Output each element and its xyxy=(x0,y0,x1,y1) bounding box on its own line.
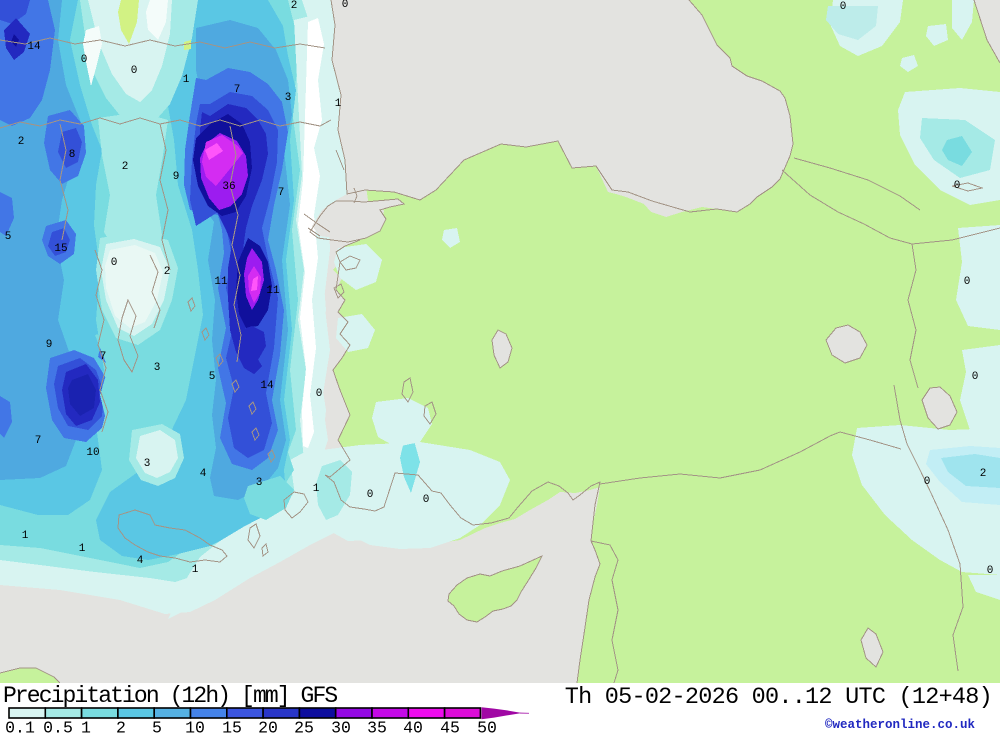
svg-text:4: 4 xyxy=(200,468,207,480)
svg-text:3: 3 xyxy=(256,477,263,489)
svg-text:2: 2 xyxy=(291,0,298,12)
svg-text:11: 11 xyxy=(266,285,280,297)
svg-text:9: 9 xyxy=(46,339,53,351)
svg-text:Th 05-02-2026 00..12 UTC (12+4: Th 05-02-2026 00..12 UTC (12+48) xyxy=(565,684,992,711)
svg-text:11: 11 xyxy=(214,276,228,288)
svg-text:0: 0 xyxy=(111,257,118,269)
svg-text:14: 14 xyxy=(27,41,41,53)
svg-text:0: 0 xyxy=(964,276,971,288)
svg-text:0: 0 xyxy=(987,565,994,577)
svg-text:3: 3 xyxy=(144,458,151,470)
svg-text:10: 10 xyxy=(86,447,99,459)
svg-text:0: 0 xyxy=(840,1,847,13)
svg-text:14: 14 xyxy=(260,380,274,392)
svg-text:20: 20 xyxy=(258,719,278,733)
svg-text:1: 1 xyxy=(183,74,190,86)
svg-text:0: 0 xyxy=(972,371,979,383)
svg-text:Precipitation (12h) [mm] GFS: Precipitation (12h) [mm] GFS xyxy=(3,683,337,709)
svg-text:1: 1 xyxy=(22,530,29,542)
svg-text:8: 8 xyxy=(69,149,76,161)
svg-text:0.5: 0.5 xyxy=(43,719,73,733)
svg-text:3: 3 xyxy=(285,92,292,104)
svg-text:7: 7 xyxy=(35,435,42,447)
svg-text:36: 36 xyxy=(222,181,235,193)
svg-text:0: 0 xyxy=(342,0,349,11)
svg-text:45: 45 xyxy=(440,719,460,733)
svg-text:40: 40 xyxy=(403,719,423,733)
svg-text:1: 1 xyxy=(81,719,91,733)
svg-text:50: 50 xyxy=(477,719,497,733)
svg-text:0.1: 0.1 xyxy=(5,719,35,733)
svg-text:7: 7 xyxy=(278,187,285,199)
svg-text:0: 0 xyxy=(131,65,138,77)
svg-text:1: 1 xyxy=(335,98,342,110)
svg-text:0: 0 xyxy=(81,54,88,66)
svg-text:0: 0 xyxy=(954,180,961,192)
svg-text:5: 5 xyxy=(5,231,12,243)
svg-text:30: 30 xyxy=(331,719,351,733)
svg-text:7: 7 xyxy=(100,351,107,363)
svg-text:2: 2 xyxy=(116,719,126,733)
svg-text:1: 1 xyxy=(313,483,320,495)
svg-text:0: 0 xyxy=(924,476,931,488)
svg-text:2: 2 xyxy=(18,136,25,148)
svg-text:©weatheronline.co.uk: ©weatheronline.co.uk xyxy=(825,718,976,732)
svg-text:2: 2 xyxy=(164,266,171,278)
svg-text:25: 25 xyxy=(294,719,314,733)
svg-text:0: 0 xyxy=(367,489,374,501)
svg-text:0: 0 xyxy=(423,494,430,506)
svg-text:5: 5 xyxy=(152,719,162,733)
svg-text:15: 15 xyxy=(222,719,242,733)
svg-text:1: 1 xyxy=(192,564,199,576)
svg-text:4: 4 xyxy=(137,555,144,567)
svg-text:35: 35 xyxy=(367,719,387,733)
svg-text:2: 2 xyxy=(980,468,987,480)
svg-text:10: 10 xyxy=(185,719,205,733)
svg-text:9: 9 xyxy=(173,171,180,183)
svg-text:7: 7 xyxy=(234,84,241,96)
svg-text:0: 0 xyxy=(316,388,323,400)
svg-text:3: 3 xyxy=(154,362,161,374)
svg-text:5: 5 xyxy=(209,371,216,383)
svg-text:2: 2 xyxy=(122,161,129,173)
svg-text:1: 1 xyxy=(79,543,86,555)
svg-text:15: 15 xyxy=(54,243,67,255)
